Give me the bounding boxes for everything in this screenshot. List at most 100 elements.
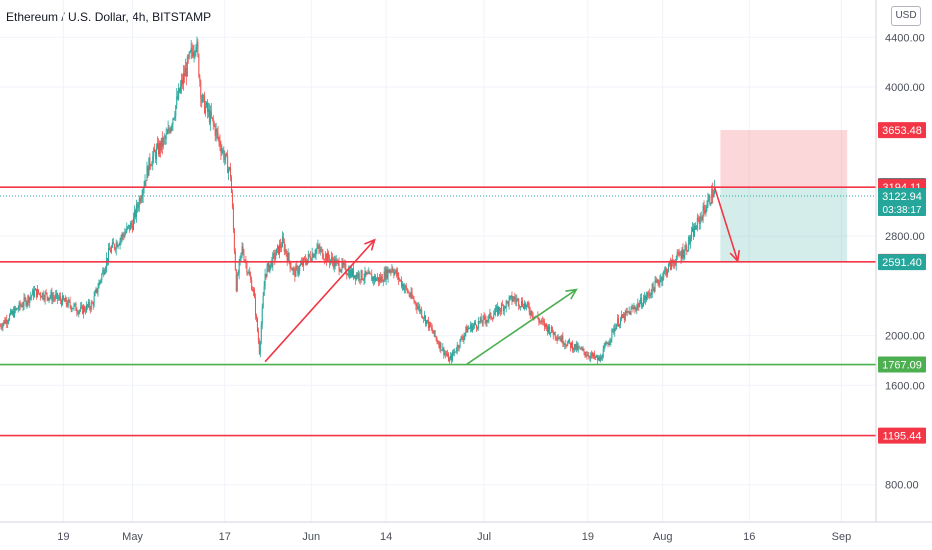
candle-body — [25, 298, 27, 306]
countdown-label: 03:38:17 — [883, 205, 922, 216]
candle-body — [63, 299, 65, 302]
candle-body — [630, 308, 632, 315]
candle-body — [247, 272, 249, 274]
candle-body — [640, 297, 642, 304]
candle-body — [487, 319, 489, 321]
candle-body — [666, 269, 668, 275]
candle-body — [665, 269, 667, 271]
candle-body — [696, 217, 698, 229]
candle-body — [509, 296, 511, 299]
candle-body — [206, 102, 208, 107]
candle-body — [158, 143, 160, 155]
candle-body — [60, 300, 62, 305]
candle-body — [617, 318, 619, 325]
candle-body — [346, 273, 348, 275]
candle-body — [627, 311, 629, 313]
candle-body — [352, 268, 354, 277]
candle-body — [409, 295, 411, 297]
candle-body — [268, 262, 270, 272]
candle-body — [370, 273, 372, 275]
candle-body — [480, 317, 482, 323]
candle-body — [276, 248, 278, 256]
candle-body — [344, 263, 346, 265]
candle-body — [647, 292, 649, 294]
candle-body — [312, 253, 314, 258]
candle-body — [468, 328, 470, 330]
candle-body — [229, 167, 231, 169]
arrow-head — [729, 250, 741, 263]
candle-body — [201, 98, 203, 102]
candle-body — [687, 250, 689, 252]
candle-body — [333, 258, 335, 268]
candle-body — [646, 292, 648, 297]
candle-body — [299, 265, 301, 271]
candle-body — [169, 130, 171, 133]
candle-body — [521, 300, 523, 307]
candle-body — [629, 311, 631, 315]
candle-body — [707, 199, 709, 207]
candle-body — [196, 41, 198, 48]
candle-body — [36, 289, 38, 297]
candle-body — [304, 258, 306, 263]
candle-body — [217, 132, 219, 139]
candle-body — [129, 224, 131, 230]
chart-title: Ethereum / U.S. Dollar, 4h, BITSTAMP — [6, 10, 212, 24]
candle-body — [318, 245, 320, 249]
candle-body — [191, 47, 193, 52]
price-tag — [878, 427, 926, 444]
candle-body — [81, 305, 83, 307]
candle-body — [72, 308, 74, 310]
x-tick-label: May — [122, 531, 143, 543]
candle-body — [126, 226, 128, 232]
candle-body — [218, 138, 220, 140]
candle-body — [153, 149, 155, 157]
candle-body — [37, 289, 39, 294]
candle-body — [248, 272, 250, 274]
candle-body — [507, 301, 509, 306]
candle-body — [65, 297, 67, 305]
candle-body — [363, 278, 365, 280]
candle-body — [173, 118, 175, 119]
candle-body — [216, 129, 218, 133]
candle-body — [546, 323, 548, 327]
candle-body — [587, 355, 589, 357]
candle-body — [524, 303, 526, 308]
candle-body — [226, 153, 228, 156]
candle-body — [381, 276, 383, 282]
candle-body — [557, 338, 559, 340]
price-axis-labels: 3653.483202.673194.113122.9403:38:172593… — [878, 122, 926, 444]
candle-body — [561, 335, 563, 342]
candle-body — [371, 274, 373, 281]
candle-body — [139, 198, 141, 202]
candle-body — [93, 295, 95, 306]
candle-body — [588, 355, 590, 358]
candle-body — [470, 324, 472, 329]
candle-body — [542, 320, 544, 322]
candle-body — [541, 320, 543, 322]
candle-body — [76, 310, 78, 313]
candle-body — [310, 259, 312, 261]
candle-body — [519, 306, 521, 307]
candle-body — [133, 217, 135, 230]
candle-body — [77, 312, 79, 314]
candle-body — [375, 276, 377, 281]
candle-body — [35, 288, 37, 291]
candle-body — [43, 298, 45, 300]
candle-body — [544, 321, 546, 328]
candle-body — [176, 96, 178, 106]
candle-body — [458, 347, 460, 348]
candle-body — [683, 255, 685, 258]
candle-body — [497, 306, 499, 315]
candle-body — [494, 312, 496, 315]
candle-body — [30, 296, 32, 298]
candle-body — [386, 268, 388, 278]
candle-body — [643, 299, 645, 306]
candle-body — [616, 324, 618, 330]
candle-body — [266, 266, 268, 277]
candle-body — [348, 270, 350, 276]
currency-button[interactable]: USD — [891, 6, 921, 26]
candle-body — [145, 180, 147, 182]
candle-body — [69, 301, 71, 306]
candle-body — [384, 271, 386, 280]
